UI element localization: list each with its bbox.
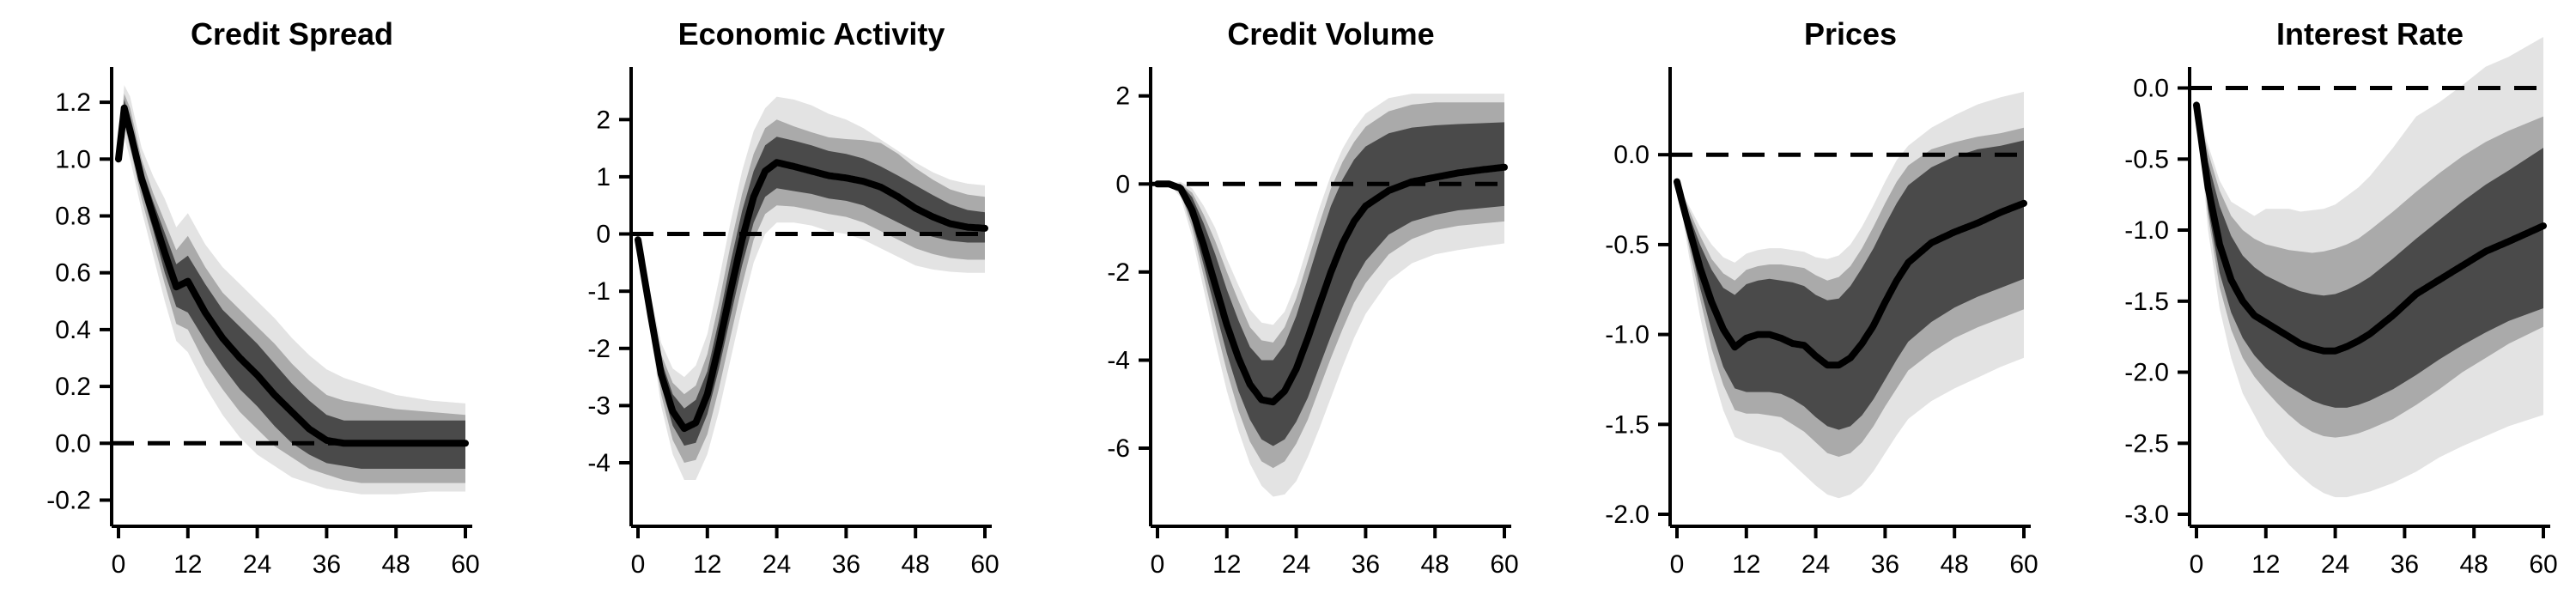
x-tick-label-economic-activity-12: 12 (693, 550, 721, 579)
y-tick-label-prices-4: 0.0 (1613, 141, 1649, 169)
median-line-interest-rate (2193, 101, 2547, 355)
y-tick-label-economic-activity-6: 2 (596, 106, 611, 134)
y-tick-label-credit-volume-4: 2 (1115, 82, 1130, 111)
y-tick-label-credit-spread-7: 1.2 (55, 88, 91, 117)
x-tick-label-economic-activity-36: 36 (832, 550, 860, 579)
x-tick-label-prices-60: 60 (2009, 550, 2038, 579)
y-tick-label-credit-volume-3: 0 (1115, 170, 1130, 198)
y-tick-label-interest-rate-6: 0.0 (2133, 75, 2169, 103)
y-tick-label-credit-volume-0: -6 (1107, 434, 1130, 463)
x-tick-label-interest-rate-24: 24 (2321, 550, 2349, 579)
x-tick-label-credit-volume-12: 12 (1212, 550, 1241, 579)
y-tick-label-prices-0: -2.0 (1605, 501, 1649, 529)
x-tick-label-credit-volume-60: 60 (1490, 550, 1518, 579)
y-tick-label-interest-rate-0: -3.0 (2124, 501, 2169, 529)
x-tick-label-interest-rate-60: 60 (2529, 550, 2557, 579)
panel-prices: 0 12 24 36 48 60 -2.0 -1.5 -1.0 -0.5 0.0 (1605, 67, 2038, 579)
y-tick-label-economic-activity-2: -2 (587, 335, 611, 363)
median-line-credit-volume (1154, 163, 1508, 406)
x-tick-label-interest-rate-36: 36 (2391, 550, 2419, 579)
y-tick-label-economic-activity-1: -3 (587, 392, 611, 420)
x-tick-label-credit-volume-36: 36 (1352, 550, 1380, 579)
y-tick-label-interest-rate-5: -0.5 (2124, 145, 2169, 173)
x-tick-label-credit-spread-36: 36 (313, 550, 341, 579)
panel-title-credit-spread: Credit Spread (191, 16, 393, 52)
y-tick-label-economic-activity-0: -4 (587, 449, 611, 477)
x-tick-label-economic-activity-48: 48 (902, 550, 930, 579)
x-tick-label-credit-spread-12: 12 (173, 550, 202, 579)
x-tick-label-prices-24: 24 (1801, 550, 1830, 579)
x-tick-label-interest-rate-12: 12 (2251, 550, 2280, 579)
x-tick-label-credit-volume-0: 0 (1151, 550, 1165, 579)
x-tick-label-credit-spread-48: 48 (382, 550, 410, 579)
y-tick-label-credit-spread-4: 0.6 (55, 259, 91, 288)
y-tick-label-credit-spread-5: 0.8 (55, 203, 91, 231)
y-tick-label-credit-spread-1: 0.0 (55, 429, 91, 458)
y-tick-label-prices-1: -1.5 (1605, 410, 1649, 439)
x-tick-label-credit-spread-24: 24 (243, 550, 271, 579)
x-tick-label-prices-12: 12 (1732, 550, 1760, 579)
panel-title-interest-rate: Interest Rate (2276, 16, 2464, 52)
y-tick-label-credit-spread-6: 1.0 (55, 145, 91, 173)
y-tick-label-interest-rate-1: -2.5 (2124, 429, 2169, 458)
x-tick-label-economic-activity-24: 24 (762, 550, 791, 579)
y-tick-label-credit-spread-3: 0.4 (55, 316, 91, 344)
panel-credit-volume: 0 12 24 36 48 60 -6 -4 -2 0 2 (1107, 67, 1519, 579)
y-tick-label-economic-activity-5: 1 (596, 163, 611, 191)
y-tick-label-prices-2: -1.0 (1605, 321, 1649, 349)
x-tick-label-economic-activity-0: 0 (631, 550, 646, 579)
y-tick-label-prices-3: -0.5 (1605, 231, 1649, 259)
panel-title-economic-activity: Economic Activity (678, 16, 945, 52)
band-outer-credit-spread (118, 85, 465, 495)
x-tick-label-prices-36: 36 (1871, 550, 1899, 579)
band-inner-prices (1677, 140, 2024, 430)
y-tick-label-credit-spread-2: 0.2 (55, 373, 91, 401)
y-tick-label-credit-volume-1: -4 (1107, 347, 1130, 375)
panel-interest-rate: 0 12 24 36 48 60 -3.0 -2.5 -2.0 -1.5 -1.0 -0.5 0.0 (2124, 37, 2558, 579)
x-tick-label-prices-0: 0 (1670, 550, 1685, 579)
x-tick-label-interest-rate-48: 48 (2460, 550, 2488, 579)
y-tick-label-interest-rate-2: -2.0 (2124, 359, 2169, 387)
x-tick-label-credit-spread-0: 0 (112, 550, 126, 579)
y-tick-label-economic-activity-3: -1 (587, 277, 611, 306)
x-tick-label-interest-rate-0: 0 (2190, 550, 2204, 579)
panel-title-credit-volume: Credit Volume (1227, 16, 1434, 52)
y-tick-label-economic-activity-4: 0 (596, 221, 611, 249)
y-tick-label-interest-rate-4: -1.0 (2124, 216, 2169, 245)
x-tick-label-prices-48: 48 (1941, 550, 1969, 579)
x-tick-label-credit-spread-60: 60 (451, 550, 479, 579)
median-line-prices (1674, 178, 2027, 369)
y-tick-label-interest-rate-3: -1.5 (2124, 288, 2169, 316)
panel-credit-spread: 0 12 24 36 48 60 -0.2 0.0 0.2 0.4 0.6 0.8 1.0 1.2 (46, 67, 480, 579)
y-tick-label-credit-volume-2: -2 (1107, 258, 1130, 287)
median-line-economic-activity (635, 159, 988, 433)
x-tick-label-credit-volume-24: 24 (1282, 550, 1310, 579)
y-tick-label-credit-spread-0: -0.2 (46, 487, 91, 515)
panel-title-prices: Prices (1804, 16, 1897, 52)
median-line-credit-spread (115, 104, 469, 447)
x-tick-label-economic-activity-60: 60 (970, 550, 999, 579)
band-inner-economic-activity (638, 137, 985, 446)
x-tick-label-credit-volume-48: 48 (1421, 550, 1449, 579)
